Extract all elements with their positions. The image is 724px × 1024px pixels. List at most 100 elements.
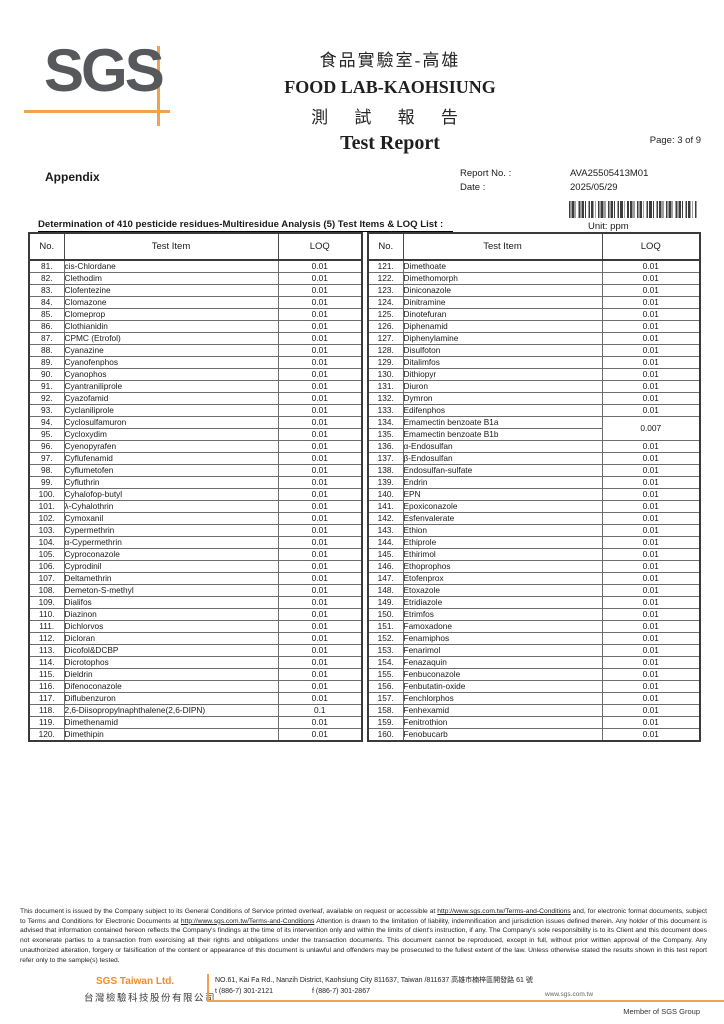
table-row: 139. Endrin 0.01	[367, 476, 701, 489]
lab-title-english: FOOD LAB-KAOHSIUNG	[284, 77, 496, 97]
loq-cell: 0.01	[601, 596, 701, 609]
loq-cell: 0.01	[277, 380, 363, 393]
logo-horizontal-line	[24, 110, 170, 113]
loq-cell: 0.01	[277, 692, 363, 705]
test-item-cell: Difenoconazole	[63, 680, 279, 693]
table-row: 114. Dicrotophos 0.01	[28, 656, 363, 669]
loq-cell: 0.01	[277, 476, 363, 489]
row-number-cell: 82.	[28, 272, 65, 285]
test-item-cell: Dimethenamid	[63, 716, 279, 729]
test-item-cell: Famoxadone	[402, 620, 603, 633]
company-website[interactable]: www.sgs.com.tw	[545, 991, 594, 998]
test-item-cell: Deltamethrin	[63, 572, 279, 585]
row-number-cell: 93.	[28, 404, 65, 417]
loq-cell: 0.01	[277, 584, 363, 597]
lab-title-chinese: 食品實驗室-高雄	[319, 51, 461, 70]
table-row: 107. Deltamethrin 0.01	[28, 572, 363, 585]
test-item-cell: Cyclaniliprole	[63, 404, 279, 417]
row-number-cell: 128.	[367, 344, 404, 357]
table-row: 145. Ethirimol 0.01	[367, 548, 701, 561]
loq-cell: 0.01	[277, 368, 363, 381]
test-item-cell: Diphenamid	[402, 320, 603, 333]
row-number-cell: 132.	[367, 392, 404, 405]
test-item-cell: Fenchlorphos	[402, 692, 603, 705]
report-header-titles: 食品實驗室-高雄 FOOD LAB-KAOHSIUNG 測 試 報 告 Test…	[56, 46, 724, 155]
loq-cell: 0.01	[601, 692, 701, 705]
loq-cell: 0.01	[277, 668, 363, 681]
table-row: 149. Etridiazole 0.01	[367, 596, 701, 609]
row-number-cell: 117.	[28, 692, 65, 705]
loq-cell: 0.007	[601, 416, 701, 441]
test-item-cell: Cyantraniliprole	[63, 380, 279, 393]
company-address: NO.61, Kai Fa Rd., Nanzih District, Kaoh…	[215, 977, 533, 984]
loq-cell: 0.01	[601, 536, 701, 549]
member-of-sgs-group: Member of SGS Group	[623, 1007, 700, 1016]
row-number-cell: 103.	[28, 524, 65, 537]
table-row: 85. Clomeprop 0.01	[28, 308, 363, 321]
terms-link[interactable]: http://www.sgs.com.tw/Terms-and-Conditio…	[437, 908, 571, 915]
table-row: 146. Ethoprophos 0.01	[367, 560, 701, 573]
table-row: 156. Fenbutatin-oxide 0.01	[367, 680, 701, 693]
table-row: 102. Cymoxanil 0.01	[28, 512, 363, 525]
terms-link[interactable]: http://www.sgs.com.tw/Terms-and-Conditio…	[180, 917, 315, 925]
table-row: 125. Dinotefuran 0.01	[367, 308, 701, 321]
table-row: 130. Dithiopyr 0.01	[367, 368, 701, 381]
test-item-cell: Clomazone	[63, 296, 279, 309]
table-row: 142. Esfenvalerate 0.01	[367, 512, 701, 525]
test-item-cell: Dithiopyr	[402, 368, 603, 381]
loq-cell: 0.01	[277, 524, 363, 537]
row-number-cell: 87.	[28, 332, 65, 345]
loq-cell: 0.01	[277, 284, 363, 297]
row-number-cell: 91.	[28, 380, 65, 393]
test-item-cell: Fenobucarb	[402, 728, 603, 742]
unit-label: Unit: ppm	[588, 221, 629, 232]
test-item-cell: Fenazaquin	[402, 656, 603, 669]
row-number-cell: 152.	[367, 632, 404, 645]
loq-cell: 0.01	[277, 296, 363, 309]
test-item-cell: Etridiazole	[402, 596, 603, 609]
disclaimer-text: This document is issued by the Company s…	[20, 907, 707, 965]
test-item-cell: λ-Cyhalothrin	[63, 500, 279, 513]
table-row: 147. Etofenprox 0.01	[367, 572, 701, 585]
row-number-cell: 121.	[367, 259, 404, 273]
row-number-cell: 83.	[28, 284, 65, 297]
row-number-cell: 110.	[28, 608, 65, 621]
table-row: 88. Cyanazine 0.01	[28, 344, 363, 357]
loq-cell: 0.01	[601, 512, 701, 525]
table-row: 137. β-Endosulfan 0.01	[367, 452, 701, 465]
table-row: 124. Dinitramine 0.01	[367, 296, 701, 309]
table-row: 83. Clofentezine 0.01	[28, 284, 363, 297]
test-item-cell: α-Endosulfan	[402, 440, 603, 453]
row-number-cell: 86.	[28, 320, 65, 333]
test-item-cell: EPN	[402, 488, 603, 501]
test-item-cell: Dicloran	[63, 632, 279, 645]
row-number-cell: 136.	[367, 440, 404, 453]
row-number-cell: 154.	[367, 656, 404, 669]
loq-cell: 0.01	[277, 512, 363, 525]
row-number-cell: 105.	[28, 548, 65, 561]
table-row: 93. Cyclaniliprole 0.01	[28, 404, 363, 417]
loq-cell: 0.01	[601, 716, 701, 729]
loq-cell: 0.01	[601, 620, 701, 633]
table-row: 153. Fenarimol 0.01	[367, 644, 701, 657]
row-number-cell: 104.	[28, 536, 65, 549]
loq-cell: 0.01	[601, 704, 701, 717]
test-item-cell: 2,6-Diisopropylnaphthalene(2,6-DIPN)	[63, 704, 279, 717]
loq-cell: 0.01	[277, 536, 363, 549]
col-header-item: Test Item	[402, 232, 603, 261]
test-item-cell: Diazinon	[63, 608, 279, 621]
row-number-cell: 149.	[367, 596, 404, 609]
row-number-cell: 106.	[28, 560, 65, 573]
test-item-cell: Cyprodinil	[63, 560, 279, 573]
loq-cell: 0.01	[601, 332, 701, 345]
table-row: 94. Cyclosulfamuron 0.01	[28, 416, 363, 429]
footer-divider-line	[207, 974, 209, 1001]
row-number-cell: 100.	[28, 488, 65, 501]
loq-cell: 0.01	[277, 308, 363, 321]
test-item-cell: Fenbuconazole	[402, 668, 603, 681]
loq-cell: 0.01	[277, 428, 363, 441]
loq-cell: 0.01	[601, 548, 701, 561]
test-item-cell: Dialifos	[63, 596, 279, 609]
test-item-cell: Ethiprole	[402, 536, 603, 549]
row-number-cell: 98.	[28, 464, 65, 477]
